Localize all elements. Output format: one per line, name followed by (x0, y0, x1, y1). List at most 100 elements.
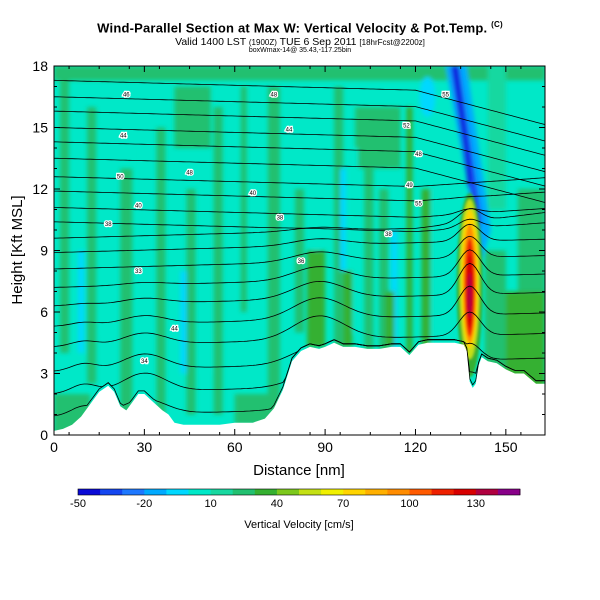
isentrope-label: 48 (186, 171, 193, 177)
isentrope-label: 48 (271, 93, 278, 99)
isentrope-line (54, 190, 545, 202)
updraft-ring (467, 273, 472, 319)
velocity-patch (87, 107, 97, 384)
colorbar-tick-label: 130 (467, 498, 485, 510)
velocity-patch (430, 189, 449, 353)
velocity-patch (60, 66, 70, 353)
x-tick-label: 60 (227, 439, 243, 455)
isentrope-label: 44 (171, 326, 178, 332)
isentropes (54, 79, 545, 417)
isentrope-line (54, 218, 545, 232)
colorbar-swatch (387, 489, 410, 495)
velocity-patch (352, 148, 359, 333)
isentrope-label: 50 (117, 175, 124, 181)
colorbar-tick-label: 10 (204, 498, 216, 510)
colorbar-tick-label: -20 (136, 498, 152, 510)
colorbar: -50 -20 10 40 70 100 130 (70, 488, 521, 510)
velocity-patch (240, 86, 247, 312)
isentrope-line (54, 127, 545, 173)
subtitle-date: TUE 6 Sep 2011 (279, 36, 357, 48)
isentrope-label: 55 (415, 201, 422, 207)
isentrope-line (54, 110, 545, 156)
colorbar-swatch (299, 489, 322, 495)
y-axis-label: Height [Kft MSL] (9, 195, 26, 304)
velocity-patch (156, 127, 166, 415)
isentrope-label: 46 (123, 93, 130, 99)
x-tick-label: 0 (50, 439, 58, 455)
velocity-patch (78, 250, 85, 353)
colorbar-swatch (276, 489, 300, 495)
velocity-patch (54, 66, 545, 81)
velocity-patch (484, 250, 506, 374)
isentrope-line (54, 223, 545, 253)
chart-subtitle: Valid 1400 LST (1900Z) TUE 6 Sep 2011 [1… (0, 36, 600, 48)
plot-area: 48 40 38 36 38 33 44 34 50 44 46 48 44 40 52 48 49 55 38 55 (54, 66, 545, 435)
x-tick-label: 150 (494, 439, 518, 455)
isentrope-labels: 48 40 38 36 38 33 44 34 50 44 46 48 44 40 52 48 49 55 38 55 (104, 91, 451, 366)
subtitle-run: [18hrFcst@2200z] (359, 38, 425, 47)
title-text: Wind-Parallel Section at Max W: Vertical… (97, 20, 488, 36)
velocity-patch (313, 107, 320, 292)
colorbar-swatch (321, 489, 344, 495)
velocity-patch (180, 271, 187, 374)
isentrope-label: 49 (406, 183, 413, 189)
colorbar-swatch (78, 489, 101, 495)
velocity-patch (340, 168, 347, 271)
chart-title: Wind-Parallel Section at Max W: Vertical… (0, 20, 600, 35)
y-tick-label: 9 (40, 243, 48, 259)
downdraft-band (453, 66, 472, 189)
x-tick-label: 120 (404, 439, 428, 455)
isentrope-line (54, 262, 545, 307)
velocity-patch (379, 189, 389, 353)
velocity-patch (406, 107, 413, 353)
isentrope-label: 52 (403, 123, 410, 129)
velocity-patch (343, 271, 353, 347)
subtitle-valid: Valid 1400 LST (175, 36, 246, 48)
colorbar-swatch (122, 489, 145, 495)
colorbar-swatch (431, 489, 455, 495)
colorbar-swatch (365, 489, 388, 495)
isentrope-label: 55 (442, 93, 449, 99)
isentrope-label: 36 (298, 259, 305, 265)
chart-id-line: boxWmax-14@ 35.43,-117.25bin (248, 47, 352, 54)
y-tick-label: 3 (40, 366, 48, 382)
colorbar-swatch (188, 489, 211, 495)
colorbar-tick-label: 100 (400, 498, 418, 510)
velocity-patch (334, 86, 344, 353)
velocity-patch (294, 189, 305, 333)
colorbar-swatch (453, 489, 477, 495)
velocity-patch (213, 107, 223, 415)
isentrope-label: 48 (415, 152, 422, 158)
isentrope-label: 38 (385, 232, 392, 238)
velocity-patch (385, 291, 395, 347)
colorbar-tick-label: 70 (337, 498, 349, 510)
isentrope-line (54, 311, 545, 347)
x-tick-label: 30 (137, 439, 153, 455)
colorbar-swatch (254, 489, 278, 495)
colorbar-tick-label: -50 (70, 498, 86, 510)
velocity-patch (421, 189, 431, 353)
velocity-patch (141, 148, 151, 333)
downdraft-patch (419, 76, 436, 117)
colorbar-swatch (475, 489, 499, 495)
colorbar-swatch (100, 489, 123, 495)
isentrope-line (54, 208, 545, 239)
isentrope-label: 33 (135, 269, 142, 275)
subtitle-utc: (1900Z) (248, 38, 277, 47)
y-tick-label: 15 (32, 120, 48, 136)
x-tick-label: 90 (317, 439, 333, 455)
isentrope-line (54, 176, 545, 187)
y-tick-label: 0 (40, 427, 48, 443)
colorbar-swatch (497, 489, 521, 495)
isentrope-line (54, 79, 545, 125)
colorbar-swatch (144, 489, 167, 495)
isentrope-label: 44 (286, 128, 293, 134)
isentrope-line (54, 235, 545, 270)
velocity-patch (174, 86, 211, 148)
y-tick-label: 12 (32, 181, 48, 197)
velocity-patch (355, 107, 401, 169)
isentrope-line (54, 339, 545, 372)
isentrope-label: 40 (249, 191, 256, 197)
